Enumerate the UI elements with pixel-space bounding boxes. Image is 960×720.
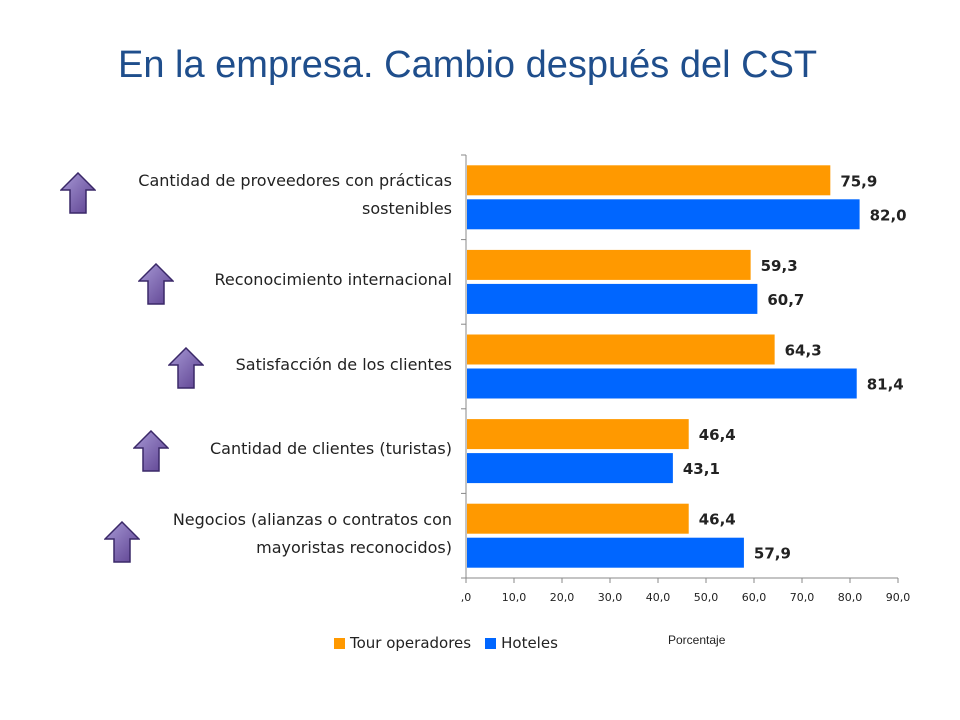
data-label: 60,7 <box>767 291 804 309</box>
category-label-line: Satisfacción de los clientes <box>235 354 452 374</box>
category-label: Cantidad de clientes (turistas) <box>112 435 452 463</box>
x-tick-label: 10,0 <box>502 591 527 604</box>
category-label-line: Cantidad de clientes (turistas) <box>209 439 452 459</box>
data-label: 57,9 <box>754 545 791 563</box>
bar-hoteles <box>467 368 857 399</box>
up-arrow-icon <box>167 346 205 389</box>
bar-hoteles <box>467 453 673 484</box>
data-label: 64,3 <box>785 342 822 360</box>
category-label: Reconocimiento internacional <box>112 266 452 294</box>
chart-legend: Tour operadores Hoteles <box>334 634 572 652</box>
bar-hoteles <box>467 537 744 568</box>
legend-label: Hoteles <box>501 634 558 652</box>
bar-tour-operadores <box>467 419 689 450</box>
x-axis-title: Porcentaje <box>668 633 726 647</box>
legend-item-hoteles: Hoteles <box>485 634 558 652</box>
x-tick-label: 70,0 <box>790 591 815 604</box>
x-tick-label: ,0 <box>461 591 472 604</box>
category-label: Negocios (alianzas o contratos con mayori… <box>112 506 452 562</box>
category-label-line: mayoristas reconocidos) <box>256 537 452 557</box>
bar-hoteles <box>467 283 758 314</box>
bar-tour-operadores <box>467 503 689 534</box>
data-label: 59,3 <box>761 257 798 275</box>
x-tick-label: 50,0 <box>694 591 719 604</box>
category-label: Cantidad de proveedores con prácticas sos… <box>112 167 452 223</box>
x-tick-label: 80,0 <box>838 591 863 604</box>
up-arrow-icon <box>137 262 175 305</box>
data-label: 43,1 <box>683 460 720 478</box>
up-arrow-icon <box>59 171 97 214</box>
data-label: 46,4 <box>699 511 736 529</box>
legend-swatch <box>485 637 497 649</box>
data-label: 75,9 <box>840 172 877 190</box>
legend-label: Tour operadores <box>350 634 472 652</box>
x-tick-label: 20,0 <box>550 591 575 604</box>
bar-tour-operadores <box>467 249 751 280</box>
legend-item-tour-operadores: Tour operadores <box>334 634 471 652</box>
bar-tour-operadores <box>467 165 831 196</box>
bar-tour-operadores <box>467 334 775 365</box>
up-arrow-icon <box>103 520 141 563</box>
up-arrow-icon <box>132 429 170 472</box>
legend-swatch <box>334 637 345 649</box>
category-label-line: sostenibles <box>362 199 452 219</box>
data-label: 46,4 <box>699 426 736 444</box>
bar-hoteles <box>467 199 860 230</box>
category-label: Satisfacción de los clientes <box>112 351 452 379</box>
data-label: 82,0 <box>870 206 907 224</box>
page-title: En la empresa. Cambio después del CST <box>118 44 818 86</box>
category-label-line: Negocios (alianzas o contratos con <box>172 509 452 529</box>
data-label: 81,4 <box>867 376 904 394</box>
category-label-line: Reconocimiento internacional <box>214 269 452 289</box>
category-label-line: Cantidad de proveedores con prácticas <box>138 171 452 191</box>
x-tick-label: 30,0 <box>598 591 623 604</box>
x-tick-label: 90,0 <box>886 591 911 604</box>
x-tick-label: 40,0 <box>646 591 671 604</box>
x-tick-label: 60,0 <box>742 591 767 604</box>
